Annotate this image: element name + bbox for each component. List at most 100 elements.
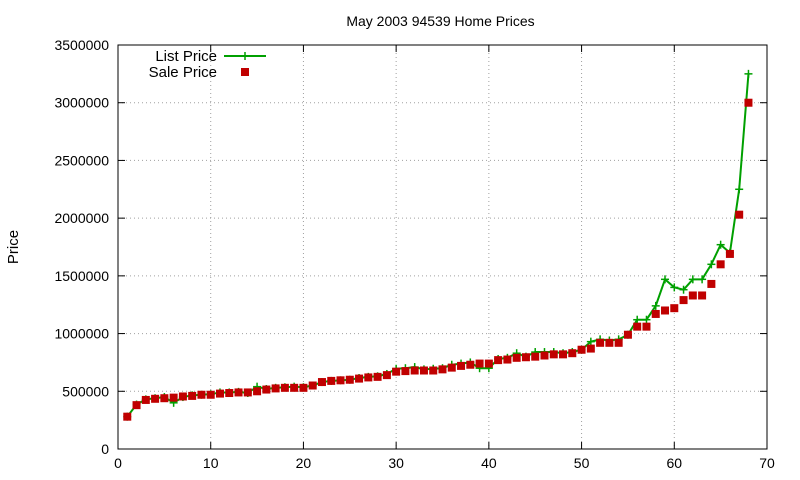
sale-price-point — [707, 279, 716, 288]
sale-price-point — [141, 395, 150, 404]
sale-price-point — [698, 291, 707, 300]
sale-price-point — [494, 356, 503, 365]
sale-price-point — [429, 366, 438, 375]
sale-price-point — [577, 345, 586, 354]
sale-price-point — [661, 306, 670, 315]
sale-price-point — [132, 401, 141, 410]
sale-price-point — [521, 353, 530, 362]
sale-price-point — [243, 388, 252, 397]
sale-price-point — [317, 378, 326, 387]
sale-price-point — [623, 330, 632, 339]
y-tick-label: 3500000 — [54, 37, 109, 53]
sale-price-point — [670, 304, 679, 313]
sale-price-point — [596, 338, 605, 347]
sale-price-point — [605, 338, 614, 347]
sale-price-point — [549, 350, 558, 359]
sale-price-point — [503, 355, 512, 364]
list-price-point — [670, 283, 679, 292]
legend-label: Sale Price — [149, 64, 217, 81]
sale-price-point — [197, 390, 206, 399]
y-tick-label: 3000000 — [54, 95, 109, 111]
sale-price-point — [744, 98, 753, 107]
sale-price-point — [392, 367, 401, 376]
legend-label: List Price — [155, 48, 217, 65]
list-price-point — [651, 301, 660, 310]
legend-plus-marker — [241, 52, 249, 60]
x-tick-label: 0 — [114, 455, 122, 471]
sale-price-point — [336, 376, 345, 385]
list-price-line — [126, 73, 750, 418]
sale-price-point — [308, 381, 317, 390]
sale-price-point — [447, 363, 456, 372]
sale-price-point — [355, 374, 364, 383]
chart-title: May 2003 94539 Home Prices — [346, 13, 534, 29]
x-tick-label: 60 — [666, 455, 682, 471]
list-price-point — [707, 260, 716, 269]
list-price-point — [633, 315, 642, 324]
sale-price-point — [160, 394, 169, 403]
sale-price-point — [586, 344, 595, 353]
sale-price-point — [169, 393, 178, 402]
sale-price-point — [234, 388, 243, 397]
sale-price-point — [642, 322, 651, 331]
sale-price-point — [531, 352, 540, 361]
x-tick-label: 70 — [759, 455, 775, 471]
list-price-point — [688, 275, 697, 284]
list-price-point — [744, 69, 753, 78]
plot-frame — [117, 44, 768, 450]
sale-price-point — [735, 210, 744, 219]
y-tick-label: 2000000 — [54, 210, 109, 226]
sale-price-point — [299, 383, 308, 392]
sale-price-point — [475, 359, 484, 368]
series-list-price — [123, 69, 753, 421]
list-price-point — [661, 275, 670, 284]
y-tick-label: 1000000 — [54, 326, 109, 342]
series-layer — [123, 69, 753, 421]
sale-price-point — [512, 353, 521, 362]
sale-price-point — [364, 373, 373, 382]
axis-ticks: 0 10 20 30 40 50 60 70 0 500000 1000000 1500000 2000… — [54, 37, 775, 471]
sale-price-point — [345, 375, 354, 384]
sale-price-point — [271, 384, 280, 393]
y-tick-label: 2500000 — [54, 152, 109, 168]
sale-price-point — [373, 372, 382, 381]
x-tick-label: 20 — [296, 455, 312, 471]
sale-price-point — [679, 296, 688, 305]
x-tick-label: 10 — [203, 455, 219, 471]
list-price-point — [586, 337, 595, 346]
list-price-point — [735, 185, 744, 194]
sale-price-point — [457, 361, 466, 370]
grid — [118, 45, 767, 449]
series-sale-price — [123, 98, 753, 421]
y-tick-label: 500000 — [62, 383, 109, 399]
sale-price-point — [123, 412, 132, 421]
sale-price-point — [290, 383, 299, 392]
sale-price-point — [614, 338, 623, 347]
sale-price-point — [633, 322, 642, 331]
sale-price-point — [178, 392, 187, 401]
sale-price-point — [215, 389, 224, 398]
sale-price-point — [225, 389, 234, 398]
sale-price-point — [401, 367, 410, 376]
y-tick-label: 0 — [101, 441, 109, 457]
list-price-point — [698, 275, 707, 284]
sale-price-point — [688, 291, 697, 300]
list-price-point — [716, 240, 725, 249]
sale-price-point — [419, 366, 428, 375]
sale-price-point — [382, 371, 391, 380]
sale-price-point — [188, 391, 197, 400]
sale-price-point — [540, 351, 549, 360]
list-price-point — [642, 315, 651, 324]
y-axis-label: Price — [5, 230, 22, 264]
sale-price-point — [651, 309, 660, 318]
legend-square-marker — [241, 68, 249, 76]
x-tick-label: 50 — [574, 455, 590, 471]
sale-price-point — [206, 390, 215, 399]
x-tick-label: 40 — [481, 455, 497, 471]
sale-price-point — [466, 360, 475, 369]
sale-price-point — [484, 359, 493, 368]
list-price-point — [679, 285, 688, 294]
